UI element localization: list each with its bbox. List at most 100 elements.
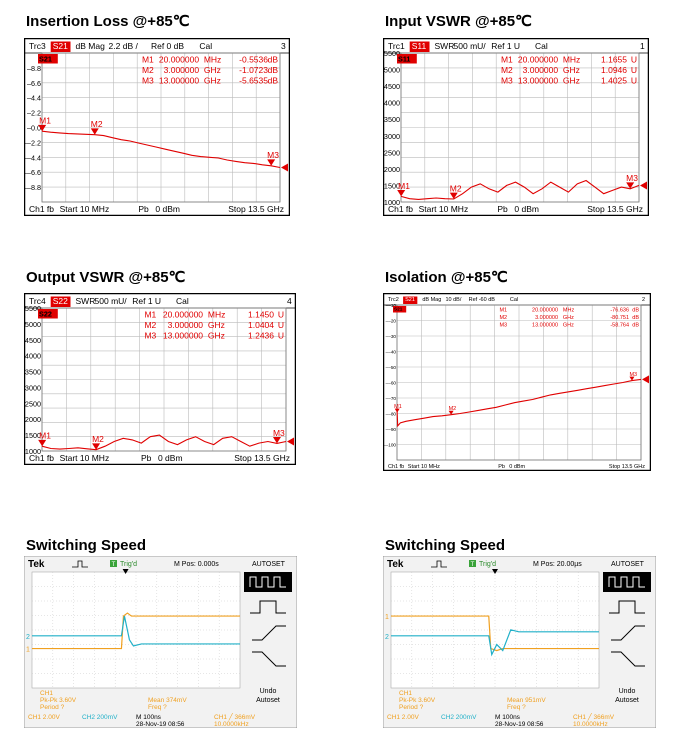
trace-line <box>41 434 287 451</box>
footer-start: Start 10 MHz <box>408 464 440 470</box>
marker-freq: 3.000000 <box>535 315 558 321</box>
footer-power: 0 dBm <box>158 453 183 463</box>
y-tick-label: ––4.4 <box>24 153 41 162</box>
marker-freq: 20.000000 <box>163 310 203 320</box>
chart-insertion-loss: Trc3 S21 dB Mag 2.2 dB / Ref 0 dB Cal 3 –8.8 –6.… <box>23 37 291 221</box>
y-tick-label: –6.6 <box>27 79 41 88</box>
param-label: S21 <box>39 55 52 64</box>
trig-status: Trig'd <box>120 561 137 568</box>
header-text: 500 mU/ <box>454 41 487 51</box>
marker-triangle <box>38 439 47 447</box>
m-position: M Pos: 0.000s <box>174 561 219 568</box>
single-pulse-icon <box>250 600 286 614</box>
footer-fb: fb <box>406 204 413 214</box>
marker-freq: 13.000000 <box>159 76 199 86</box>
trig-status-icon <box>469 560 476 567</box>
marker-freq: 13.000000 <box>518 76 558 86</box>
timestamp: 28-Nov-19 08:56 <box>136 721 185 728</box>
meas-freq: Freq ? <box>507 704 526 711</box>
footer-channel: Ch1 <box>29 204 45 214</box>
marker-value: -1.0723 <box>239 65 268 75</box>
param-label-box <box>397 54 417 64</box>
y-tick-label: –4000 <box>24 352 41 361</box>
cal-label: Cal <box>176 296 189 306</box>
panel-title-switching-speed-2: Switching Speed <box>385 537 506 554</box>
undo-label: Undo <box>619 688 636 695</box>
time-scale: M 100ns <box>136 714 162 721</box>
marker-value: -0.5536 <box>239 55 268 65</box>
footer-pb: Pb <box>498 464 505 470</box>
footer-pb: Pb <box>497 204 508 214</box>
marker-freq: 3.000000 <box>164 65 200 75</box>
trig-t-glyph: T <box>471 562 475 568</box>
meas-pkpk: Pk-Pk 3.60V <box>399 697 436 704</box>
header-text: Ref 1 U <box>491 41 520 51</box>
brand-logo: Tek <box>28 559 45 570</box>
panel-title-insertion-loss: Insertion Loss @+85℃ <box>26 13 190 30</box>
marker-vunit: dB <box>268 76 279 86</box>
marker-unit: MHz <box>563 55 580 65</box>
single-pulse-icon <box>609 600 645 614</box>
marker-tag: M3 <box>273 428 285 438</box>
square-wave-icon <box>249 576 286 588</box>
footer-stop: Stop 13.5 GHz <box>234 453 290 463</box>
ch2-ground-marker: 2 <box>385 634 389 641</box>
reference-arrow <box>281 163 288 172</box>
marker-name: M3 <box>144 331 156 341</box>
ch1-scale: CH1 2.00V <box>28 714 60 721</box>
footer-pb: Pb <box>138 204 149 214</box>
marker-unit: GHz <box>563 323 574 329</box>
marker-tag: M2 <box>450 183 462 193</box>
footer-stop: Stop 13.5 GHz <box>587 204 643 214</box>
marker-value: -58.764 <box>610 323 629 329</box>
param-label-box <box>38 54 58 64</box>
panel-title-isolation: Isolation @+85℃ <box>385 269 508 286</box>
scope-switching-speed-1: Tek T Trig'd M Pos: 0.000s AUTOSET 1 2 Undo Auto… <box>23 555 298 733</box>
trace-line <box>400 179 640 200</box>
param-highlight <box>409 41 430 52</box>
y-tick-label: ––2.2 <box>24 138 41 147</box>
y-tick-label: ––6.6 <box>24 168 41 177</box>
reference-arrow <box>642 375 649 384</box>
trig-t-glyph: T <box>112 562 116 568</box>
trace-number: 1 <box>640 41 645 51</box>
y-tick-label: –5500 <box>383 49 400 58</box>
meas-period: Period ? <box>399 704 424 711</box>
meas-period: Period ? <box>40 704 65 711</box>
rising-edge-icon <box>252 625 286 641</box>
y-tick-label: –2.2 <box>27 109 41 118</box>
brand-logo: Tek <box>387 559 404 570</box>
timestamp: 28-Nov-19 08:56 <box>495 721 544 728</box>
marker-value: 1.2436 <box>248 331 274 341</box>
footer-channel: Ch1 <box>388 204 404 214</box>
pulse-icon <box>431 560 447 568</box>
plot-area <box>41 307 287 452</box>
y-tick-label: ––10 <box>386 303 397 308</box>
ch2-scale: CH2 200mV <box>82 714 118 721</box>
marker-freq: 3.000000 <box>523 65 559 75</box>
footer-start: Start 10 MHz <box>60 453 110 463</box>
marker-triangle <box>629 376 635 381</box>
plot-area <box>396 304 642 461</box>
marker-tag: M1 <box>39 431 51 441</box>
marker-tag: M1 <box>394 404 402 410</box>
marker-unit: GHz <box>208 331 225 341</box>
scope-switching-speed-2: Tek T Trig'd M Pos: 20.00µs AUTOSET 1 2 Undo Aut… <box>382 555 657 733</box>
y-tick-label: –1000 <box>383 198 400 207</box>
trace-param: S22 <box>53 296 68 306</box>
y-tick-label: –2000 <box>24 415 41 424</box>
cal-label: Cal <box>199 41 212 51</box>
y-tick-label: –4000 <box>383 99 400 108</box>
header-text: 2.2 dB / <box>109 41 139 51</box>
y-tick-label: ––20 <box>386 318 397 323</box>
footer-power: 0 dBm <box>509 464 525 470</box>
param-highlight <box>403 296 418 304</box>
marker-vunit: U <box>631 55 637 65</box>
ch1-ground-marker: 1 <box>385 614 389 621</box>
y-tick-label: ––90 <box>386 427 397 432</box>
y-tick-label: –4500 <box>24 336 41 345</box>
marker-freq: 13.000000 <box>532 323 558 329</box>
marker-value: 1.4025 <box>601 76 627 86</box>
y-tick-label: ––60 <box>386 380 397 385</box>
cal-label: Cal <box>535 41 548 51</box>
